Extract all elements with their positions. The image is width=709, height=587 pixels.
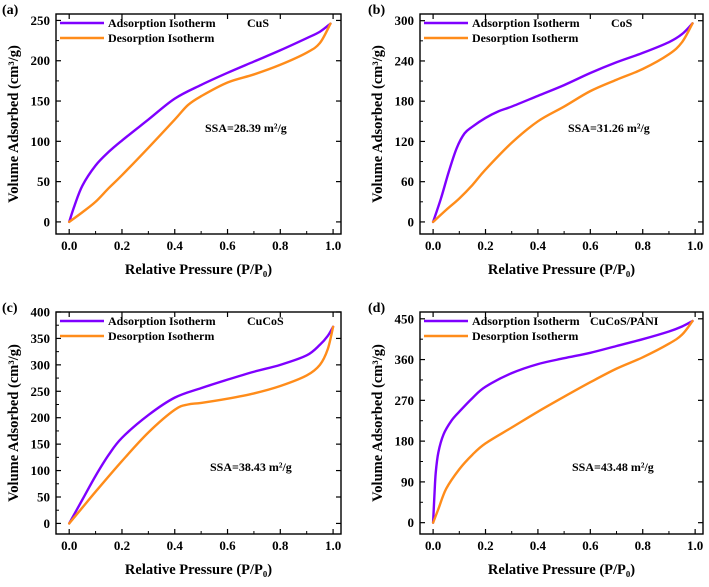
y-tick-label: 400	[31, 305, 51, 320]
x-tick-label: 0.8	[635, 238, 652, 253]
y-tick-label: 50	[37, 174, 50, 189]
sample-label: CuS	[247, 16, 269, 30]
x-tick-label: 0.2	[114, 238, 130, 253]
y-axis-title: Volume Adsorbed (cm³/g)	[370, 344, 386, 502]
x-tick-label: 1.0	[325, 238, 341, 253]
y-tick-label: 60	[401, 174, 414, 189]
ssa-annotation: SSA=28.39 m²/g	[205, 121, 287, 135]
series-line-adsorption	[431, 22, 694, 224]
y-tick-label: 270	[395, 393, 415, 408]
series-line-adsorption	[431, 319, 694, 524]
x-tick-label: 0.4	[530, 238, 547, 253]
series-line-desorption	[431, 319, 694, 524]
legend-label: Desorption Isotherm	[472, 329, 578, 343]
y-tick-label: 100	[31, 463, 51, 478]
ssa-annotation: SSA=38.43 m²/g	[210, 460, 292, 474]
legend-label: Adsorption Isotherm	[108, 16, 216, 30]
y-tick-label: 0	[408, 214, 415, 229]
y-tick-label: 180	[395, 94, 415, 109]
panel-letter: (b)	[368, 3, 385, 18]
x-axis-title: Relative Pressure (P/P₀)	[125, 262, 272, 278]
y-tick-label: 120	[395, 134, 415, 149]
x-tick-label: 0.0	[425, 538, 441, 553]
x-tick-label: 0.4	[167, 238, 184, 253]
y-axis-title: Volume Adsorbed (cm³/g)	[6, 344, 22, 502]
y-tick-label: 100	[31, 134, 51, 149]
plot-frame	[419, 13, 704, 235]
y-tick-label: 180	[395, 434, 415, 449]
chart-panel-d: 0.0 0.2 0.4 0.6 0.8 1.0 0 90 180 270 360 450 Relativ…	[368, 301, 704, 578]
y-axis-title: Volume Adsorbed (cm³/g)	[6, 45, 22, 203]
legend-label: Adsorption Isotherm	[472, 16, 580, 30]
panel-letter: (c)	[2, 301, 18, 316]
y-tick-label: 250	[31, 13, 51, 28]
x-axis-title: Relative Pressure (P/P₀)	[125, 562, 272, 578]
x-tick-label: 0.4	[167, 538, 184, 553]
sample-label: CoS	[611, 16, 633, 30]
x-tick-label: 0.6	[219, 238, 236, 253]
ssa-annotation: SSA=43.48 m²/g	[572, 460, 654, 474]
panel-letter: (a)	[2, 3, 19, 18]
x-tick-label: 0.6	[582, 538, 599, 553]
series-line-desorption	[67, 22, 332, 224]
y-axis-title: Volume Adsorbed (cm³/g)	[370, 45, 386, 203]
legend-label: Desorption Isotherm	[472, 31, 578, 45]
sample-label: CuCoS/PANI	[590, 314, 659, 328]
x-tick-label: 0.2	[114, 538, 130, 553]
y-tick-label: 250	[31, 384, 51, 399]
y-tick-label: 150	[31, 437, 51, 452]
x-tick-label: 0.8	[635, 538, 652, 553]
ssa-annotation: SSA=31.26 m²/g	[568, 121, 650, 135]
y-tick-label: 0	[44, 516, 51, 531]
y-tick-label: 200	[31, 53, 51, 68]
y-tick-label: 0	[408, 515, 415, 530]
x-tick-label: 0.2	[477, 238, 493, 253]
x-tick-label: 1.0	[325, 538, 341, 553]
x-axis-title: Relative Pressure (P/P₀)	[488, 562, 635, 578]
y-tick-label: 90	[401, 474, 414, 489]
series-line-adsorption	[67, 22, 332, 224]
x-tick-label: 0.0	[61, 238, 77, 253]
y-tick-label: 350	[31, 331, 51, 346]
x-tick-label: 0.6	[219, 538, 236, 553]
chart-panel-c: 0.0 0.2 0.4 0.6 0.8 1.0 0 50 100 150 200 250 300 350 4…	[2, 301, 342, 578]
y-tick-label: 300	[395, 13, 415, 28]
chart-panel-a: 0.0 0.2 0.4 0.6 0.8 1.0 0 50 100 150 200 250 Relativ…	[2, 3, 342, 278]
x-tick-label: 0.6	[582, 238, 599, 253]
chart-panel-b: 0.0 0.2 0.4 0.6 0.8 1.0 0 60 120 180 240 300 Relativ…	[368, 3, 704, 278]
legend-label: Adsorption Isotherm	[108, 314, 216, 328]
x-tick-label: 0.0	[425, 238, 441, 253]
y-tick-label: 240	[395, 53, 415, 68]
y-tick-label: 300	[31, 357, 51, 372]
x-tick-label: 0.8	[272, 238, 289, 253]
plot-frame	[55, 311, 342, 535]
series-line-desorption	[67, 325, 335, 525]
series-line-desorption	[431, 22, 694, 224]
plot-frame	[419, 311, 704, 535]
y-tick-label: 50	[37, 490, 50, 505]
x-tick-label: 0.0	[61, 538, 77, 553]
y-tick-label: 360	[395, 352, 415, 367]
legend-label: Desorption Isotherm	[108, 31, 214, 45]
y-tick-label: 450	[395, 311, 415, 326]
panel-letter: (d)	[368, 301, 385, 316]
legend-label: Desorption Isotherm	[108, 329, 214, 343]
x-axis-title: Relative Pressure (P/P₀)	[488, 262, 635, 278]
plot-frame	[55, 13, 342, 235]
y-tick-label: 200	[31, 410, 51, 425]
x-tick-label: 0.2	[477, 538, 493, 553]
legend-label: Adsorption Isotherm	[472, 314, 580, 328]
x-tick-label: 0.4	[530, 538, 547, 553]
x-tick-label: 0.8	[272, 538, 289, 553]
x-tick-label: 1.0	[687, 238, 703, 253]
y-tick-label: 150	[31, 94, 51, 109]
x-tick-label: 1.0	[687, 538, 703, 553]
series-line-adsorption	[67, 325, 335, 525]
y-tick-label: 0	[44, 214, 51, 229]
sample-label: CuCoS	[247, 314, 284, 328]
